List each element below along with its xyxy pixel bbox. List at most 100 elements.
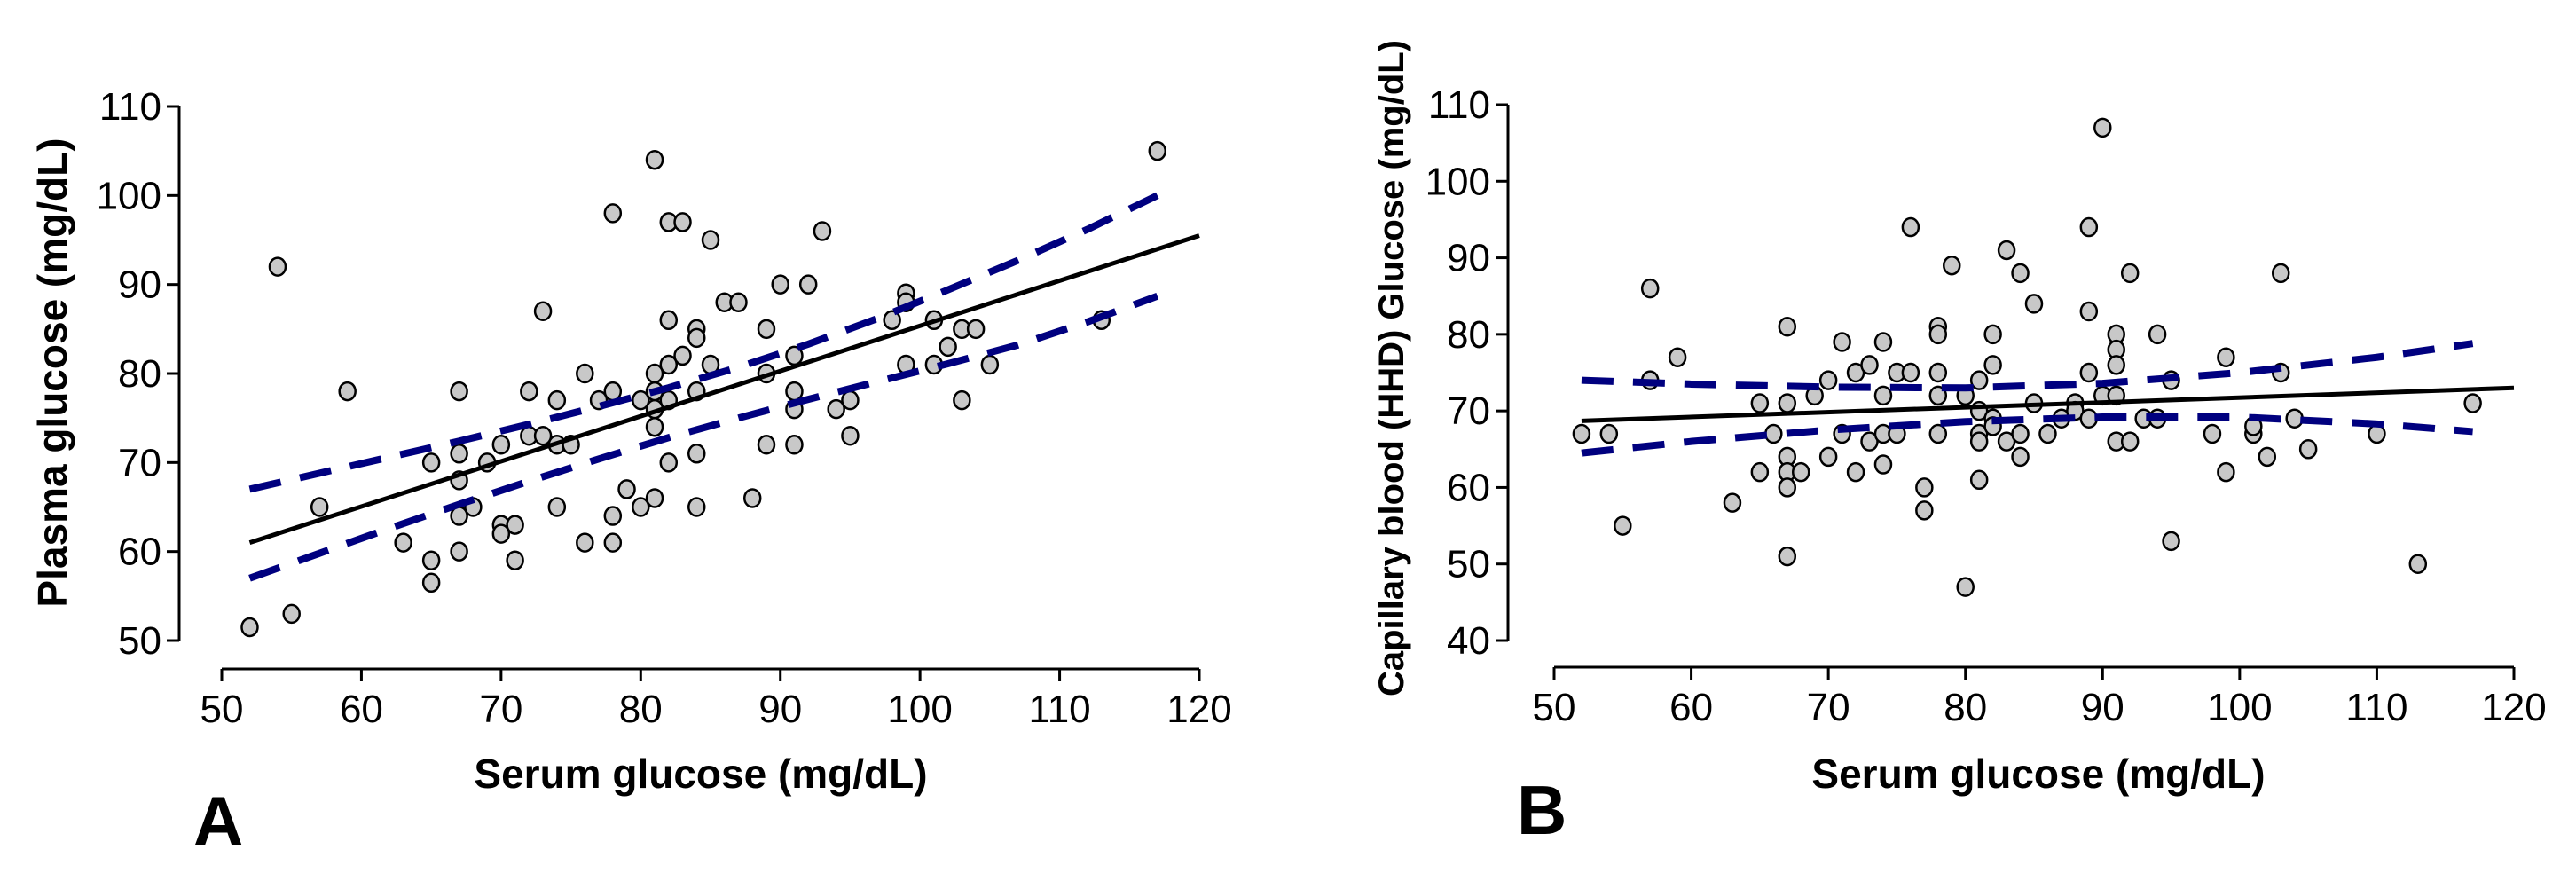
panel-a-data-point <box>450 381 468 402</box>
panel-a-data-point <box>659 310 679 331</box>
panel-b-data-point <box>2120 263 2140 284</box>
panel-b-data-point <box>2079 362 2099 383</box>
panel-a-y-tick-label: 70 <box>118 441 161 484</box>
panel-b-y-tick-label: 110 <box>1428 83 1490 127</box>
panel-b-y-tick-label: 50 <box>1447 543 1490 586</box>
panel-a-data-point <box>506 550 524 570</box>
panel-a-data-point <box>603 381 623 402</box>
panel-b-y-tick-label: 40 <box>1447 619 1490 663</box>
panel-a-data-point <box>966 319 986 340</box>
panel-b-y-tick-label: 80 <box>1447 313 1490 357</box>
panel-a-x-tick-label: 110 <box>1028 688 1090 731</box>
panel-b-data-point <box>1750 461 1770 483</box>
panel-b-data-point <box>1928 362 1948 383</box>
panel-b-data-point <box>2011 263 2030 284</box>
panel-b-y-axis-title: Capillary blood (HHD) Glucose (mg/dL) <box>1372 40 1411 696</box>
panel-a-data-point <box>742 488 762 508</box>
panel-a-data-point <box>659 354 679 375</box>
panel-b-data-point <box>2217 347 2235 367</box>
panel-a-plot-area <box>240 140 1200 638</box>
panel-b-data-point <box>1983 324 2002 345</box>
panel-b-data-point <box>1943 255 1961 276</box>
panel-b-y-tick-label: 60 <box>1447 466 1490 509</box>
panel-a-x-tick-label: 120 <box>1166 688 1231 731</box>
panel-a-data-point <box>729 292 748 312</box>
panel-b-ci-upper-line <box>1581 340 2474 392</box>
panel-a-chart: 50 60 70 80 90 100 110 50 60 70 80 90 100 110 120 Ser… <box>29 85 1232 860</box>
panel-b-data-point <box>1901 216 1920 238</box>
panel-b-data-point <box>2203 423 2222 444</box>
panel-b-data-point <box>1901 362 1920 383</box>
panel-a-data-point <box>421 550 441 570</box>
panel-b-data-point <box>2011 423 2030 444</box>
panel-a-data-point <box>533 301 553 322</box>
panel-a-data-point <box>603 532 623 553</box>
panel-b-data-point <box>1969 431 1989 452</box>
panel-b-data-point <box>1614 515 1632 536</box>
panel-b-x-tick-label: 80 <box>1944 686 1987 729</box>
panel-a-data-point <box>939 336 957 358</box>
panel-a-data-point <box>603 203 623 224</box>
panel-b-data-point <box>2079 216 2099 238</box>
panel-b-data-point <box>2463 393 2482 413</box>
panel-b-x-tick-label: 90 <box>2081 686 2124 729</box>
panel-a-data-point <box>506 515 524 535</box>
panel-b-data-point <box>1778 316 1797 337</box>
panel-a-data-point <box>645 416 664 437</box>
panel-a-data-point <box>701 230 720 250</box>
panel-b-data-point <box>1860 355 1879 375</box>
panel-a-data-point <box>841 425 860 446</box>
panel-b-data-point <box>2107 355 2125 375</box>
panel-a-data-point <box>883 310 901 331</box>
panel-a-data-point <box>617 479 636 499</box>
panel-b-data-point <box>1956 577 1975 597</box>
panel-a-data-point <box>687 327 706 349</box>
panel-a-data-point <box>282 603 301 625</box>
panel-b-data-point <box>2298 439 2318 460</box>
panel-b-data-point <box>2024 294 2044 314</box>
panel-a-data-point <box>576 363 594 384</box>
panel-b-data-point <box>1572 423 1591 444</box>
panel-b-plot-area <box>1572 117 2515 597</box>
panel-a-data-point <box>1148 140 1167 161</box>
panel-a-data-point <box>645 488 664 508</box>
panel-b-x-tick-label: 120 <box>2481 686 2546 729</box>
panel-a-data-point <box>533 425 553 446</box>
panel-a-y-tick-label: 90 <box>118 263 161 307</box>
panel-a-label: A <box>193 782 243 860</box>
panel-a-data-point <box>632 389 650 411</box>
panel-a-y-tick-label: 60 <box>118 531 161 574</box>
panel-b-data-point <box>2079 408 2099 429</box>
panel-b-ci-lower-line <box>1581 413 2473 457</box>
panel-b-data-point <box>1778 546 1797 567</box>
panel-a-x-tick-label: 80 <box>619 688 663 731</box>
panel-a-data-point <box>394 532 412 553</box>
panel-b-data-point <box>2120 431 2140 452</box>
panel-a-data-point <box>659 452 679 473</box>
panel-b-y-axis: 40 50 60 70 80 90 100 110 <box>1425 83 1510 663</box>
panel-a-y-axis-title: Plasma glucose (mg/dL) <box>29 138 75 607</box>
panel-a-data-point <box>673 212 692 232</box>
panel-b-x-tick-label: 60 <box>1669 686 1713 729</box>
panel-a-data-point <box>632 497 650 517</box>
panel-a-data-point <box>771 274 789 295</box>
panel-a-data-point <box>687 444 706 464</box>
panel-b-data-point <box>1915 477 1934 498</box>
panel-a-data-point <box>491 523 511 544</box>
panel-b-data-point <box>2093 117 2112 138</box>
panel-a-data-point <box>421 452 441 473</box>
panel-a-data-point <box>757 319 776 340</box>
panel-a-x-tick-label: 70 <box>479 688 522 731</box>
panel-a-data-point <box>310 497 329 517</box>
panel-a-data-point <box>673 345 692 366</box>
panel-a-data-point <box>798 274 818 295</box>
panel-b-data-point <box>2271 263 2290 284</box>
panel-a-ci-upper-line <box>248 192 1159 493</box>
panel-b-regression-line <box>1581 385 2515 423</box>
panel-a-data-point <box>240 617 259 638</box>
panel-a-data-point <box>576 532 594 553</box>
panel-b-y-tick-label: 100 <box>1425 160 1490 203</box>
panel-b-data-point <box>1818 446 1838 468</box>
panel-b-data-point <box>2408 554 2428 574</box>
